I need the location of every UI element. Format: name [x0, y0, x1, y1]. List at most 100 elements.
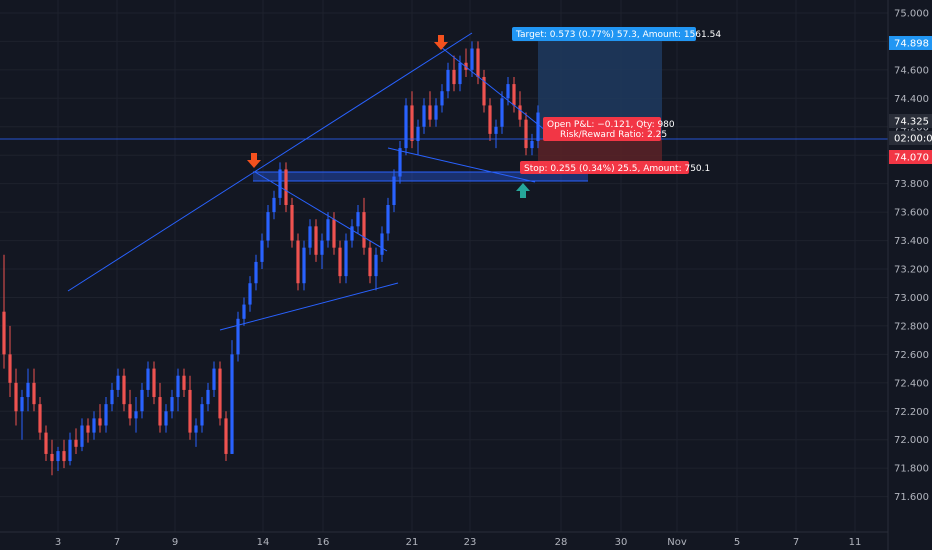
candle-body	[20, 397, 24, 412]
candle-body	[398, 148, 402, 177]
candle-body	[224, 418, 228, 454]
support-zone	[253, 172, 588, 181]
trend-line[interactable]	[219, 282, 399, 331]
candle-body	[134, 411, 138, 419]
candle-body	[68, 439, 72, 462]
up-arrow-marker-icon	[516, 183, 530, 198]
candle-body	[446, 69, 450, 92]
y-tick-label: 72.000	[894, 435, 929, 446]
x-tick-label: 23	[464, 537, 477, 548]
trend-lines[interactable]	[67, 32, 546, 331]
candle-body	[260, 240, 264, 262]
candle-body	[428, 105, 432, 120]
trend-line[interactable]	[67, 32, 473, 292]
price-tag-text: 74.898	[894, 39, 929, 50]
candle-body	[32, 382, 36, 405]
stop-label: Stop: 0.255 (0.34%) 25.5, Amount: 750.1	[520, 161, 710, 174]
candle-body	[416, 126, 420, 141]
trend-line[interactable]	[440, 46, 546, 131]
candle-body	[44, 432, 48, 454]
candle-body	[512, 84, 516, 106]
x-tick-label: 21	[406, 537, 419, 548]
candle-body	[482, 76, 486, 106]
candle-body	[254, 261, 258, 284]
candle-body	[218, 368, 222, 419]
target-label: Target: 0.573 (0.77%) 57.3, Amount: 1561…	[512, 27, 721, 41]
x-tick-label: 11	[849, 537, 862, 548]
candle-body	[164, 411, 168, 426]
candle-body	[392, 176, 396, 205]
candle-body	[458, 62, 462, 85]
candle-body	[62, 451, 66, 462]
x-tick-label: 28	[555, 537, 568, 548]
candle-body	[8, 354, 12, 383]
candle-body	[404, 105, 408, 149]
candle-body	[314, 226, 318, 255]
y-tick-label: 73.800	[894, 179, 929, 190]
candle-body	[74, 439, 78, 447]
candle-body	[326, 219, 330, 241]
risk-reward-text: Risk/Reward Ratio: 2.25	[560, 130, 667, 140]
candle-body	[26, 382, 30, 398]
candle-body	[248, 283, 252, 305]
candle-body	[422, 105, 426, 127]
candle-body	[50, 453, 54, 462]
x-tick-label: 16	[317, 537, 330, 548]
candle-body	[38, 404, 42, 433]
candle-body	[212, 368, 216, 390]
candle-body	[194, 425, 198, 433]
price-tag	[889, 150, 932, 164]
candle-body	[350, 226, 354, 241]
y-tick-label: 74.600	[894, 65, 929, 76]
candle-body	[140, 389, 144, 412]
candle-body	[236, 318, 240, 355]
trend-line[interactable]	[387, 147, 536, 183]
candle-body	[500, 98, 504, 127]
candle-body	[182, 375, 186, 390]
candle-body	[284, 169, 288, 205]
candle-body	[386, 205, 390, 234]
candle-body	[86, 425, 90, 433]
candle-body	[494, 126, 498, 134]
y-tick-label: 72.600	[894, 350, 929, 361]
candle-body	[470, 48, 474, 70]
candle-body	[362, 212, 366, 248]
price-tag-text: 74.325	[894, 117, 929, 128]
y-tick-label: 71.600	[894, 492, 929, 503]
candle-body	[206, 389, 210, 405]
candle-body	[374, 254, 378, 277]
x-tick-label: 5	[734, 537, 740, 548]
candle-body	[158, 397, 162, 426]
y-tick-label: 72.800	[894, 321, 929, 332]
candle-body	[98, 418, 102, 426]
price-tag	[889, 36, 932, 50]
candle-body	[92, 418, 96, 433]
y-tick-label: 72.400	[894, 378, 929, 389]
y-tick-label: 73.400	[894, 236, 929, 247]
y-tick-label: 73.000	[894, 293, 929, 304]
candle-body	[176, 375, 180, 398]
candle-body	[368, 247, 372, 277]
candle-body	[308, 226, 312, 248]
candle-body	[476, 48, 480, 77]
candle-body	[440, 91, 444, 106]
candle-body	[380, 233, 384, 255]
candle-body	[332, 219, 336, 248]
trend-line[interactable]	[254, 171, 388, 252]
candle-body	[146, 368, 150, 390]
candle-body	[356, 212, 360, 227]
x-tick-label: Nov	[667, 537, 687, 548]
candle-body	[464, 62, 468, 70]
x-axis[interactable]: 3 7 9 14 16 21 23 28 30 Nov 5 7 11	[55, 537, 862, 548]
y-tick-label: 74.400	[894, 94, 929, 105]
y-tick-label: 72.200	[894, 407, 929, 418]
candle-body	[272, 197, 276, 213]
candle-body	[452, 69, 456, 85]
down-arrow-marker-icon	[247, 153, 261, 168]
candle-body	[242, 304, 246, 319]
candle-body	[2, 311, 6, 355]
target-label-text: Target: 0.573 (0.77%) 57.3, Amount: 1561…	[515, 30, 721, 40]
candle-body	[116, 375, 120, 390]
